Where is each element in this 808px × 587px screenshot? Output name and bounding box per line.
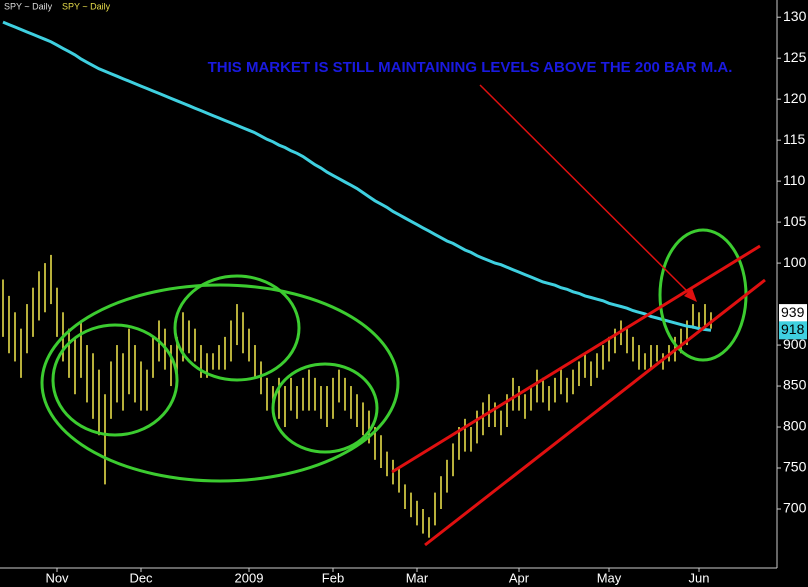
- last-value-box: [779, 321, 807, 340]
- y-tick-label: 105: [783, 213, 807, 229]
- arrow-head: [684, 288, 697, 302]
- x-tick-label: Feb: [322, 570, 344, 585]
- last-value-label: 939: [781, 304, 805, 320]
- x-tick-label: Jun: [689, 570, 710, 585]
- annotations: [40, 84, 766, 547]
- ellipse: [40, 283, 400, 483]
- x-tick-label: Dec: [129, 570, 153, 585]
- toolbar-symbol: SPY ~ Daily: [62, 1, 111, 11]
- x-tick-label: Apr: [509, 570, 530, 585]
- x-tick-label: May: [597, 570, 622, 585]
- y-tick-label: 115: [783, 131, 806, 147]
- y-tick-label: 850: [783, 377, 807, 393]
- x-tick-label: Nov: [45, 570, 69, 585]
- y-tick-label: 110: [783, 172, 806, 188]
- y-tick-label: 700: [783, 500, 807, 516]
- y-tick-label: 750: [783, 459, 807, 475]
- last-value-box: [779, 304, 807, 323]
- moving-average: [2, 20, 712, 332]
- y-tick-label: 120: [783, 90, 807, 106]
- toolbar-symbol: SPY ~ Daily: [4, 1, 53, 11]
- y-tick-label: 130: [783, 8, 807, 24]
- ellipse: [173, 274, 301, 382]
- y-tick-label: 900: [783, 336, 807, 352]
- arrow: [479, 84, 693, 297]
- ellipse: [271, 362, 379, 454]
- y-tick-label: 100: [783, 254, 807, 270]
- channel-line: [391, 244, 761, 474]
- x-tick-label: 2009: [235, 570, 264, 585]
- y-tick-label: 800: [783, 418, 807, 434]
- y-tick-label: 125: [783, 49, 807, 65]
- ellipse: [51, 323, 179, 437]
- channel-line: [424, 278, 766, 547]
- last-value-label: 918: [781, 321, 805, 337]
- annotation: THIS MARKET IS STILL MAINTAINING LEVELS …: [208, 59, 733, 76]
- x-tick-label: Mar: [406, 570, 429, 585]
